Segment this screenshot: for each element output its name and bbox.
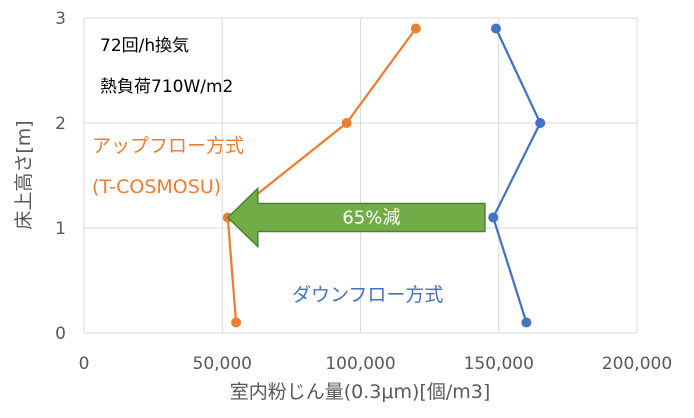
x-axis-title: 室内粉じん量(0.3μm)[個/m3] bbox=[230, 381, 490, 403]
data-point bbox=[535, 118, 546, 128]
series-lines bbox=[222, 23, 546, 328]
note-heat-load: 熱負荷710W/m2 bbox=[100, 77, 233, 97]
data-point bbox=[521, 317, 532, 328]
upflow-series-label: アップフロー方式 bbox=[92, 135, 244, 157]
y-tick-label: 0 bbox=[55, 324, 66, 344]
x-tick-label: 50,000 bbox=[193, 354, 252, 374]
reduction-arrow-shape bbox=[226, 186, 486, 249]
y-tick-label: 1 bbox=[55, 219, 66, 239]
y-tick-labels: 0 1 2 3 bbox=[55, 9, 66, 344]
data-point bbox=[341, 118, 352, 128]
x-tick-labels: 0 50,000 100,000 150,000 200,000 bbox=[79, 354, 673, 374]
x-tick-label: 150,000 bbox=[464, 354, 534, 374]
y-axis-title: 床上高さ[m] bbox=[13, 120, 35, 229]
data-point bbox=[410, 23, 421, 34]
x-tick-label: 0 bbox=[79, 354, 90, 374]
downflow-series-label: ダウンフロー方式 bbox=[292, 284, 443, 306]
reduction-arrow-label: 65%減 bbox=[342, 208, 400, 229]
note-ventilation: 72回/h換気 bbox=[100, 36, 189, 56]
reduction-arrow: 65%減 bbox=[226, 186, 486, 249]
data-point bbox=[488, 212, 499, 223]
x-tick-label: 100,000 bbox=[325, 354, 395, 374]
x-tick-label: 200,000 bbox=[602, 354, 672, 374]
series-line-1 bbox=[492, 28, 542, 323]
upflow-series-sublabel: (T-COSMOSU) bbox=[92, 176, 221, 198]
y-tick-label: 3 bbox=[55, 9, 66, 29]
series-line-0 bbox=[226, 27, 417, 323]
data-point bbox=[231, 317, 242, 328]
data-point bbox=[490, 23, 501, 34]
y-tick-label: 2 bbox=[55, 114, 66, 134]
